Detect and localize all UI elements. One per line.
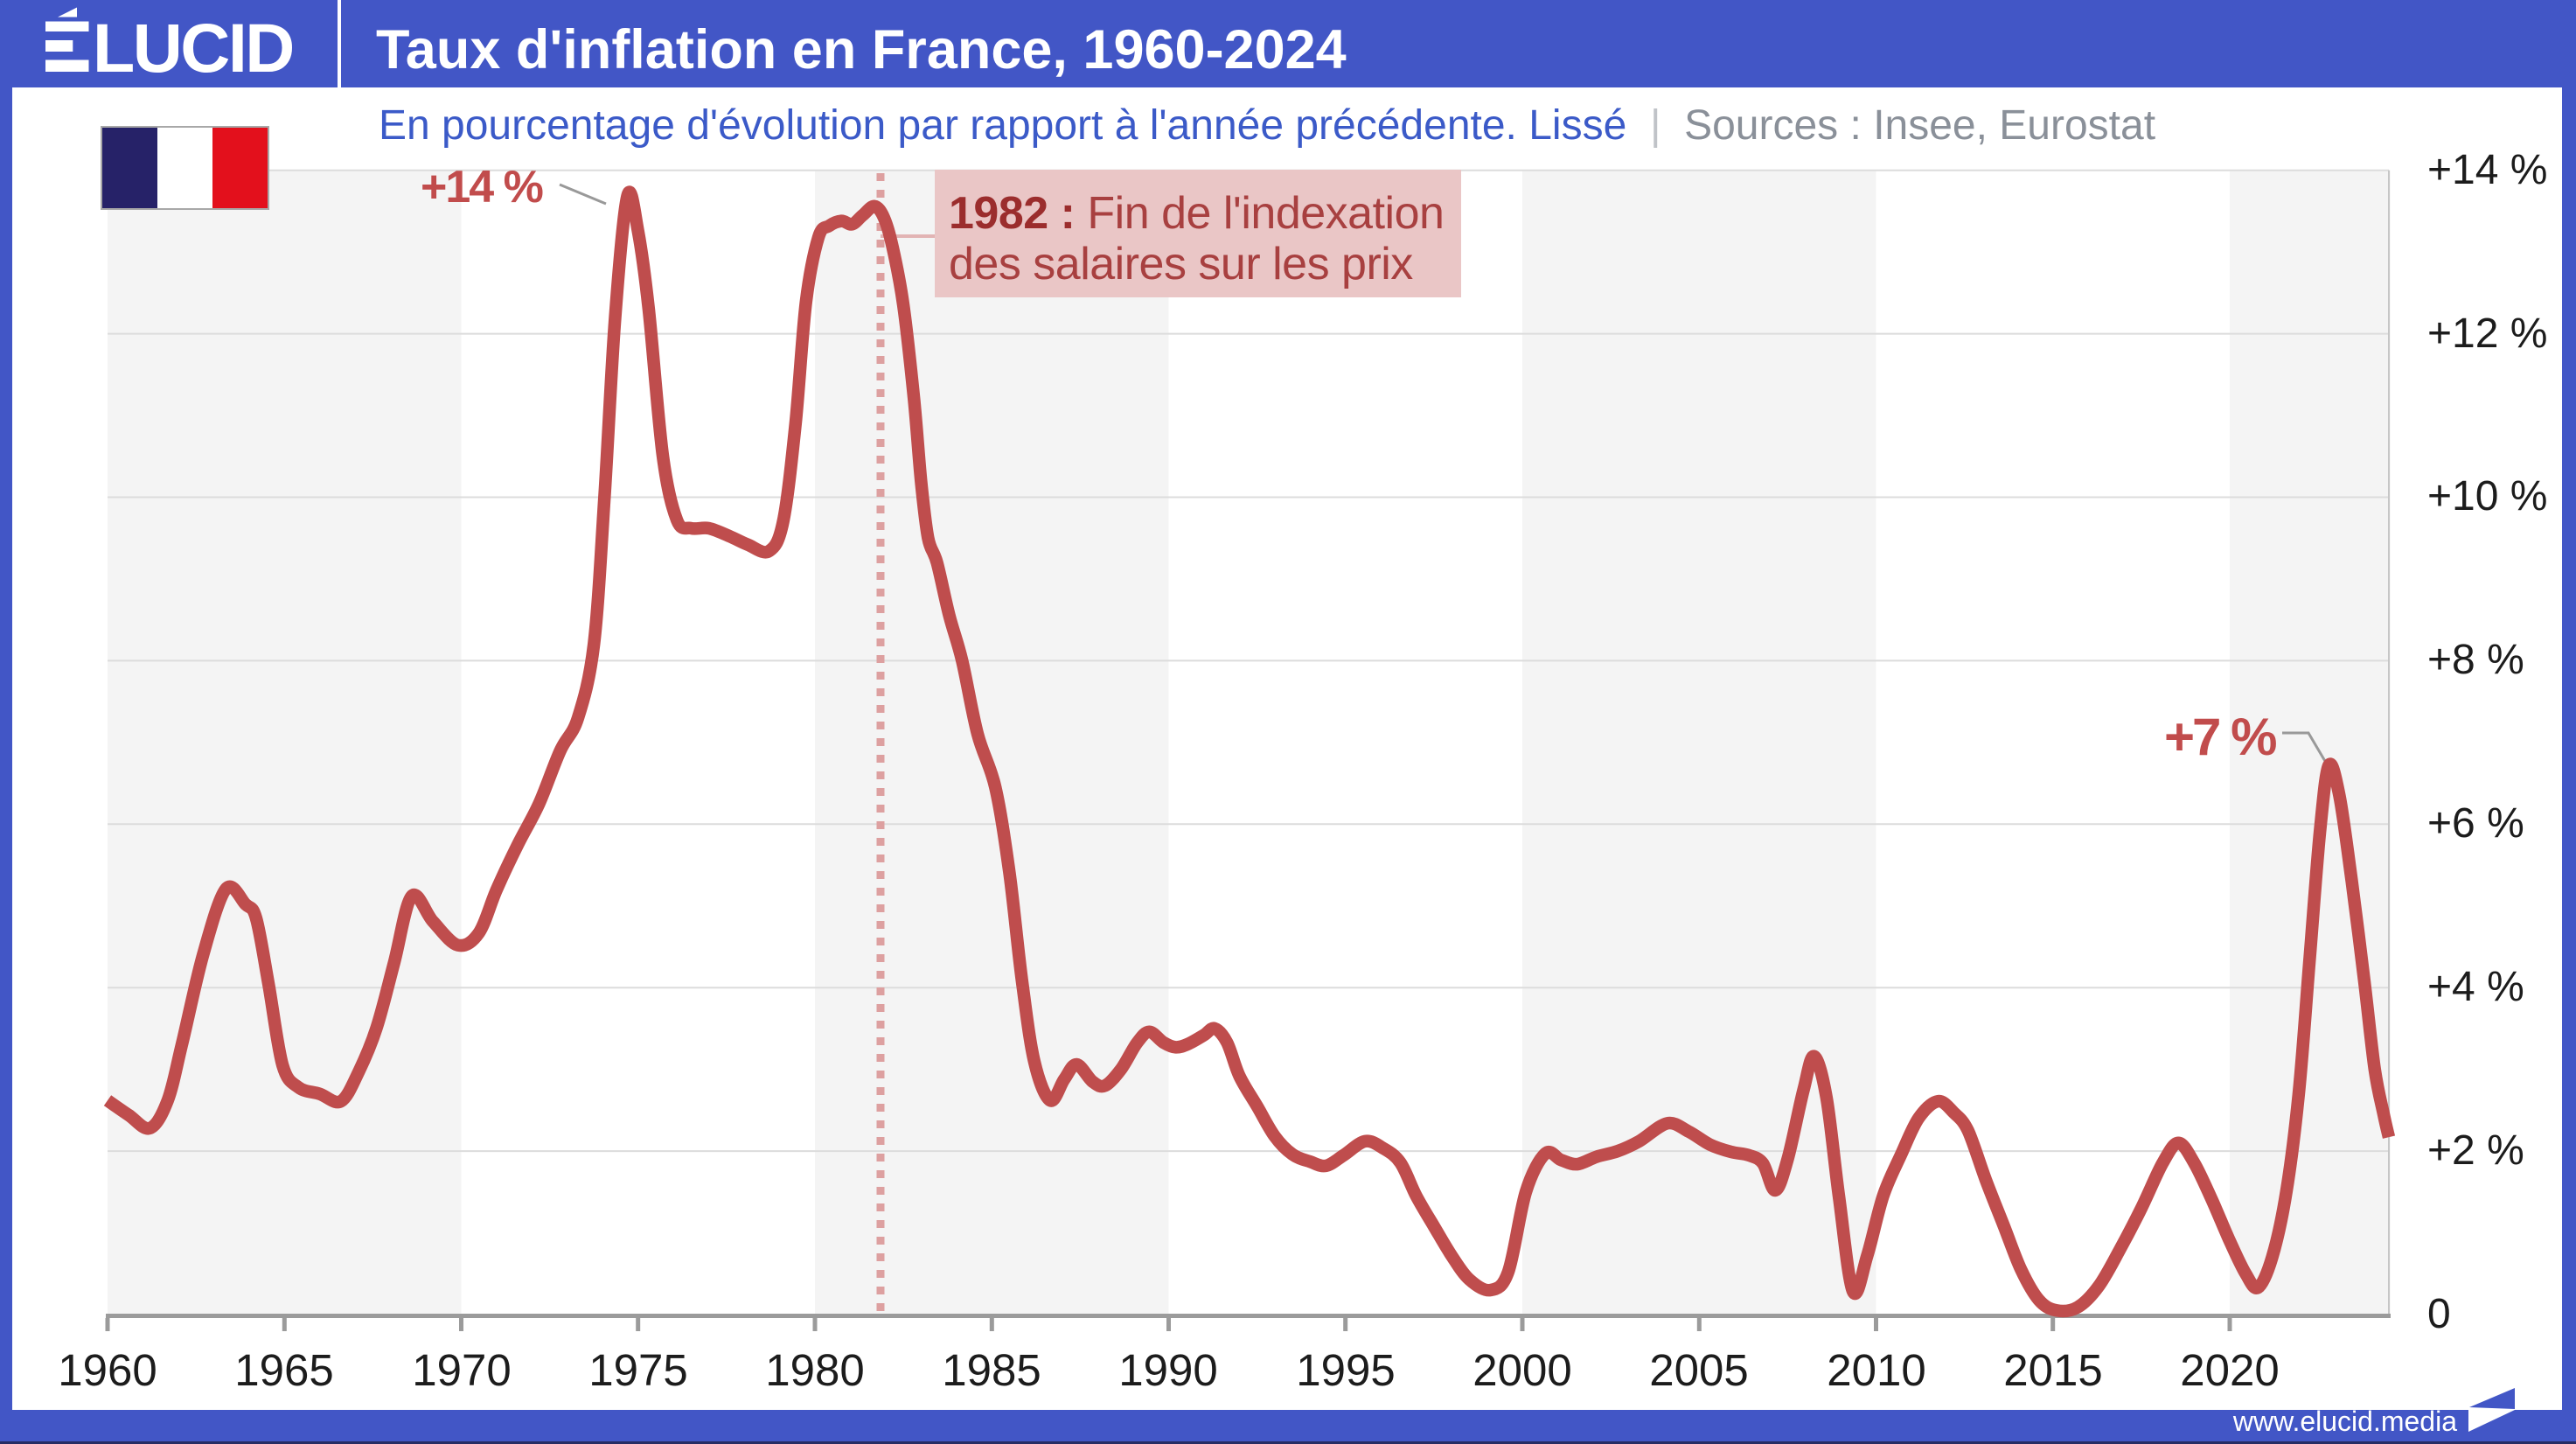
svg-text:LUCID: LUCID (93, 9, 293, 87)
